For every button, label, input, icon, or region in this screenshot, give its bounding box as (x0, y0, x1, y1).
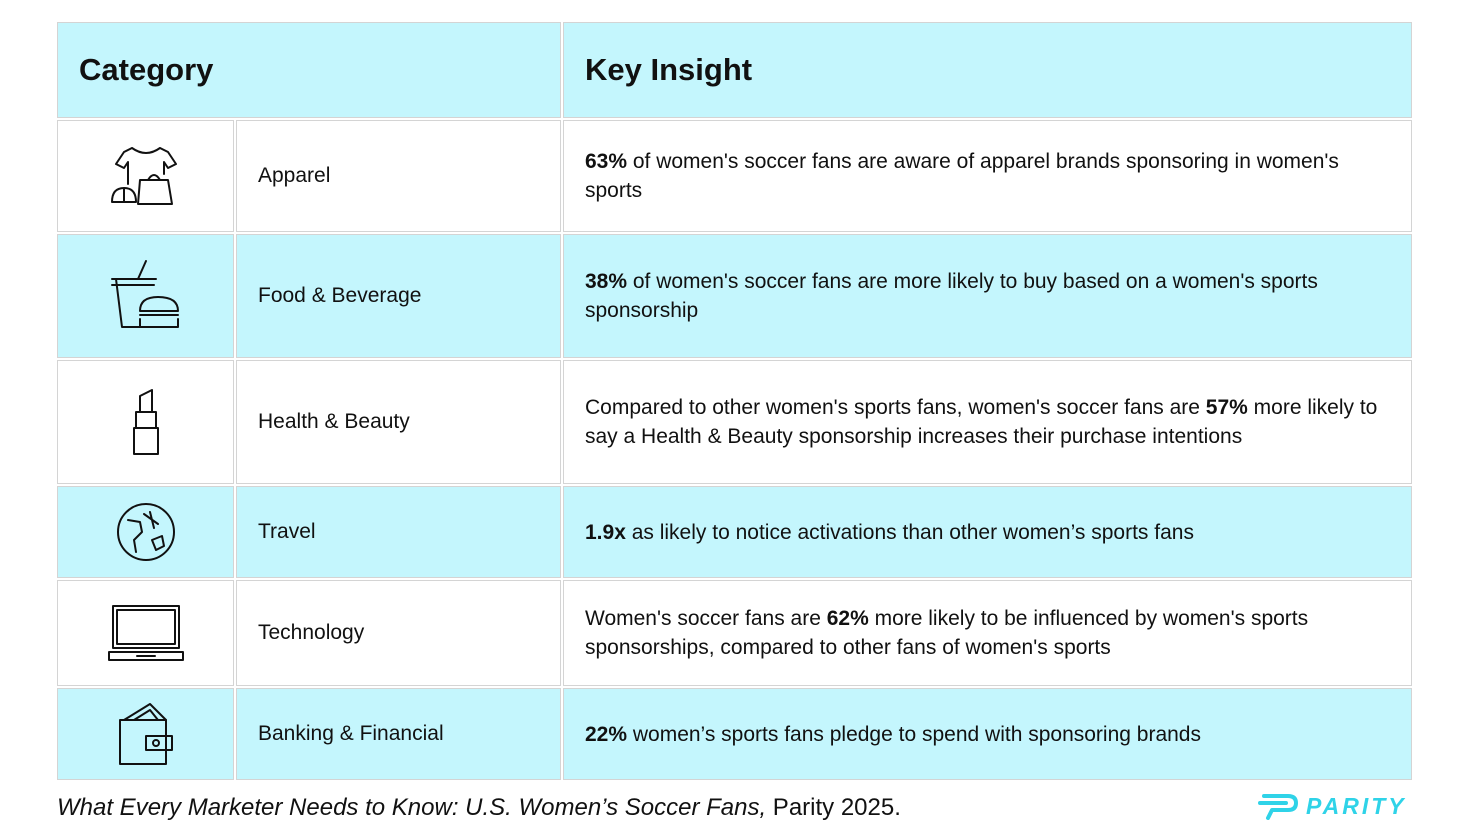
insight-text: Compared to other women's sports fans, w… (585, 393, 1391, 451)
insight-cell: Compared to other women's sports fans, w… (563, 360, 1412, 484)
logo-text: PARITY (1306, 792, 1407, 819)
icon-cell (57, 234, 234, 358)
insight-highlight: 57% (1205, 396, 1248, 419)
insight-highlight: 62% (826, 607, 869, 630)
category-cell: Banking & Financial (236, 688, 561, 780)
header-cell: Key Insight (563, 22, 1412, 118)
insight-highlight: 22% (585, 722, 628, 746)
insight-segment: Women's soccer fans are (585, 607, 827, 630)
insight-highlight: 63% (585, 150, 628, 173)
icon-cell (57, 688, 234, 780)
lipstick-icon (132, 389, 159, 455)
apparel-icon (110, 147, 177, 205)
table: Category Key Insight Apparel 63% of wome… (57, 22, 1412, 780)
insight-highlight: 38% (585, 270, 628, 293)
insight-highlight: 1.9x (585, 520, 626, 544)
insight-segment: of women's soccer fans are aware of appa… (585, 150, 1339, 202)
insight-text: 1.9x as likely to notice activations tha… (585, 518, 1194, 547)
insight-cell: Women's soccer fans are 62% more likely … (563, 580, 1412, 686)
globe-icon (116, 503, 175, 561)
insight-text: 38% of women's soccer fans are more like… (585, 267, 1391, 325)
logo-mark (1258, 794, 1298, 820)
header-cell: Category (57, 22, 561, 118)
icon-cell (57, 486, 234, 578)
insight-segment: as likely to notice activations than oth… (625, 520, 1194, 544)
citation-rest: Parity 2025. (766, 794, 901, 821)
food-icon (110, 260, 179, 328)
insight-cell: 38% of women's soccer fans are more like… (563, 234, 1412, 358)
icon-cell (57, 120, 234, 232)
citation-title: What Every Marketer Needs to Know: U.S. … (57, 794, 767, 821)
category-cell: Health & Beauty (236, 360, 561, 484)
category-cell: Travel (236, 486, 561, 578)
insight-segment: of women's soccer fans are more likely t… (585, 270, 1318, 322)
laptop-icon (107, 605, 184, 661)
insight-segment: more likely to be influenced by women's … (585, 607, 1309, 659)
citation: What Every Marketer Needs to Know: U.S. … (57, 794, 901, 822)
insight-cell: 63% of women's soccer fans are aware of … (563, 120, 1412, 232)
logo: PARITY (1258, 792, 1407, 820)
icon-cell (57, 580, 234, 686)
insight-cell: 22% women’s sports fans pledge to spend … (563, 688, 1412, 780)
insight-text: Women's soccer fans are 62% more likely … (585, 604, 1391, 662)
wallet-icon (118, 703, 173, 765)
icon-cell (57, 360, 234, 484)
insight-cell: 1.9x as likely to notice activations tha… (563, 486, 1412, 578)
insight-segment: Compared to other women's sports fans, w… (585, 396, 1206, 419)
insight-text: 22% women’s sports fans pledge to spend … (585, 720, 1201, 749)
category-cell: Apparel (236, 120, 561, 232)
insight-segment: women’s sports fans pledge to spend with… (627, 722, 1201, 746)
insight-text: 63% of women's soccer fans are aware of … (585, 147, 1391, 205)
category-cell: Technology (236, 580, 561, 686)
insight-segment: more likely to say a Health & Beauty spo… (585, 396, 1378, 448)
category-cell: Food & Beverage (236, 234, 561, 358)
